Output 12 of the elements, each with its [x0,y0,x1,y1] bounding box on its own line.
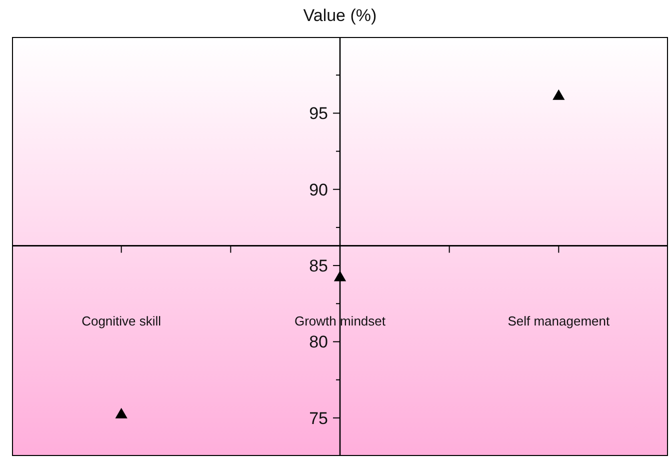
point [334,270,346,282]
point [552,89,565,100]
y-tick-label: 90 [309,180,328,200]
y-tick-label: 85 [309,256,328,276]
x-tick-label: Cognitive skill [82,314,162,329]
y-axis-title: Value (%) [302,6,378,26]
point [115,408,128,418]
x-tick-label: Self management [508,314,610,329]
x-tick-label: Growth mindset [294,314,386,329]
y-tick-label: 80 [309,332,328,352]
y-tick-label: 95 [309,104,328,124]
y-tick-label: 75 [309,408,328,428]
